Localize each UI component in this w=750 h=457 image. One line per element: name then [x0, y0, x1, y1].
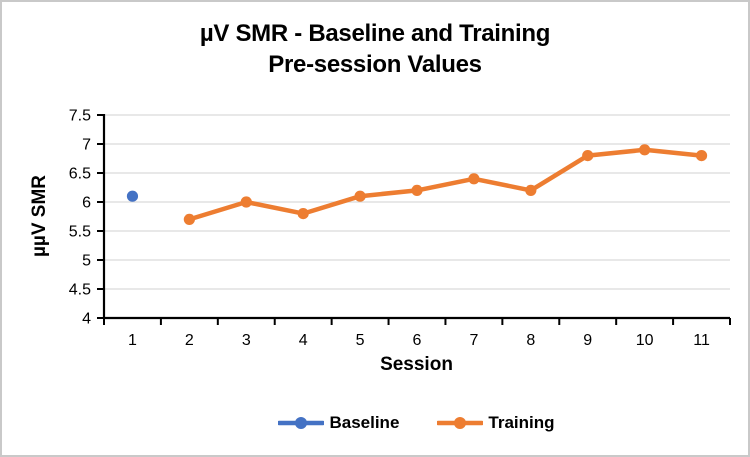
y-tick-label: 4: [82, 311, 91, 328]
y-tick-label: 7.5: [69, 108, 91, 125]
legend-label: Training: [488, 413, 555, 432]
x-tick-label: 4: [299, 332, 308, 349]
x-tick-label: 9: [583, 332, 592, 349]
x-tick-label: 11: [693, 332, 710, 349]
series-marker-training: [582, 150, 594, 162]
x-tick-label: 8: [526, 332, 535, 349]
x-tick-label: 3: [242, 332, 251, 349]
y-tick-label: 6: [82, 195, 91, 212]
legend-marker-icon: [437, 417, 484, 429]
legend-item-training: Training: [437, 413, 555, 433]
legend-marker-icon: [278, 417, 325, 429]
y-tick-label: 5.5: [69, 224, 91, 241]
series-marker-training: [297, 208, 309, 220]
series-marker-training: [639, 144, 651, 156]
x-axis-title: Session: [380, 354, 453, 375]
series-marker-training: [411, 184, 423, 196]
y-tick-label: 7: [82, 137, 91, 154]
series-marker-baseline: [126, 190, 139, 202]
x-tick-label: 1: [128, 332, 137, 349]
x-tick-label: 5: [356, 332, 365, 349]
x-tick-label: 2: [185, 332, 194, 349]
series-marker-training: [525, 184, 537, 196]
series-marker-training: [183, 213, 195, 225]
series-line-training: [187, 147, 704, 222]
series-marker-training: [468, 173, 480, 185]
x-tick-label: 10: [636, 332, 654, 349]
y-tick-label: 4.5: [69, 282, 91, 299]
x-tick-label: 6: [413, 332, 422, 349]
legend-item-baseline: Baseline: [278, 413, 399, 433]
x-tick-label: 7: [469, 332, 478, 349]
series-marker-training: [354, 190, 366, 202]
chart-title: µV SMR - Baseline and Training Pre-sessi…: [2, 18, 748, 80]
chart-title-line-2: Pre-session Values: [268, 51, 482, 78]
y-tick-label: 5: [82, 253, 91, 270]
y-tick-label: 6.5: [69, 166, 91, 183]
legend-label: Baseline: [329, 413, 400, 432]
chart-title-line-1: µV SMR - Baseline and Training: [199, 20, 551, 47]
series-marker-training: [695, 150, 708, 162]
series-marker-training: [240, 196, 252, 208]
legend: Baseline Training: [103, 413, 730, 433]
